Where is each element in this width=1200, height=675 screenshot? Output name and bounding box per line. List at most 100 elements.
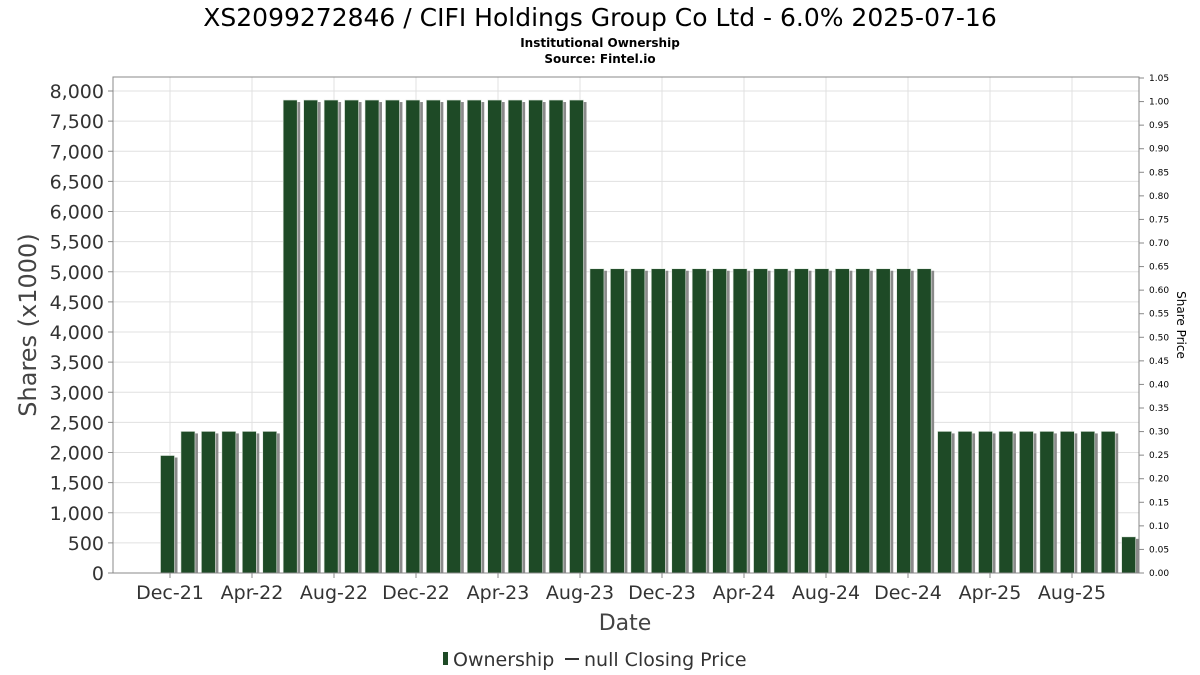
x-axis: Dec-21 Apr-22 Aug-22 Dec-22 Apr-23 Aug-23 Dec-…: [136, 573, 1106, 604]
y2-tick-label: 0.10: [1149, 522, 1169, 532]
ownership-bar: [344, 99, 359, 574]
ownership-bar: [323, 99, 339, 574]
y-axis-left: 0 500 1,000 1,500 2,000 2,500 3,000 3,500 4,000 4…: [50, 81, 113, 585]
x-tick-label: Apr-22: [221, 582, 284, 604]
ownership-bar: [794, 268, 809, 574]
ownership-bar: [385, 99, 400, 574]
ownership-bar: [589, 268, 605, 574]
legend-ownership-swatch: [443, 652, 448, 665]
y-tick-label: 8,000: [50, 81, 104, 103]
chart-title: XS2099272846 / CIFI Holdings Group Co Lt…: [203, 3, 996, 32]
ownership-bar: [569, 99, 584, 574]
y-tick-label: 6,000: [50, 202, 104, 224]
y-tick-label: 3,500: [50, 352, 104, 374]
ownership-bar: [507, 99, 523, 574]
ownership-bar: [712, 268, 727, 574]
y-axis-right: 0.00 0.05 0.10 0.15 0.20 0.25 0.30 0.35 0.40 0.45…: [1139, 74, 1169, 579]
ownership-bar: [1121, 536, 1136, 574]
ownership-bar: [426, 99, 441, 574]
y2-tick-label: 0.80: [1149, 192, 1169, 202]
y-tick-label: 1,000: [50, 503, 104, 525]
ownership-bar: [753, 268, 768, 574]
ownership-bar: [691, 268, 707, 574]
y2-tick-label: 0.55: [1149, 310, 1169, 320]
y-tick-label: 5,000: [50, 262, 104, 284]
y-tick-label: 1,500: [50, 473, 104, 495]
ownership-bar: [814, 268, 830, 574]
chart-subtitle-source: Source: Fintel.io: [544, 52, 655, 66]
ownership-bar: [671, 268, 687, 574]
chart-subtitle-ownership: Institutional Ownership: [520, 36, 680, 50]
ownership-bar: [364, 99, 380, 574]
ownership-bar: [978, 431, 993, 574]
bars: [160, 99, 1139, 574]
ownership-bar: [221, 431, 237, 574]
x-axis-label: Date: [599, 611, 652, 636]
y-tick-label: 4,500: [50, 292, 104, 314]
y2-tick-label: 0.05: [1149, 545, 1169, 555]
y2-tick-label: 1.05: [1149, 74, 1169, 84]
x-tick-label: Dec-23: [628, 582, 696, 604]
y-tick-label: 7,500: [50, 111, 104, 133]
x-tick-label: Dec-22: [382, 582, 450, 604]
x-tick-label: Aug-24: [792, 582, 860, 604]
x-tick-label: Dec-24: [874, 582, 942, 604]
y-tick-label: 2,000: [50, 443, 104, 465]
ownership-bar: [1080, 431, 1096, 574]
x-tick-label: Dec-21: [136, 582, 204, 604]
y2-tick-label: 0.85: [1149, 168, 1169, 178]
y-tick-label: 5,500: [50, 232, 104, 254]
y2-tick-label: 0.35: [1149, 404, 1169, 414]
y2-tick-label: 0.20: [1149, 475, 1169, 485]
y2-tick-label: 0.60: [1149, 286, 1169, 296]
plot-frame: [112, 76, 1140, 574]
ownership-bar: [998, 431, 1014, 574]
y2-tick-label: 0.95: [1149, 121, 1169, 131]
ownership-bar: [487, 99, 503, 574]
x-tick-label: Apr-23: [467, 582, 530, 604]
ownership-bar: [1039, 431, 1055, 574]
x-tick-label: Aug-23: [546, 582, 614, 604]
ownership-bar: [957, 431, 973, 574]
y2-tick-label: 0.75: [1149, 215, 1169, 225]
y2-tick-label: 0.40: [1149, 380, 1169, 390]
x-tick-label: Apr-25: [959, 582, 1022, 604]
ownership-bar: [446, 99, 462, 574]
ownership-bar: [937, 431, 952, 574]
y-tick-label: 7,000: [50, 141, 104, 163]
legend-ownership-label: Ownership: [453, 649, 554, 671]
y2-tick-label: 0.70: [1149, 239, 1169, 249]
y2-tick-label: 0.45: [1149, 357, 1169, 367]
ownership-bar: [732, 268, 748, 574]
ownership-bar: [242, 431, 257, 574]
ownership-bar: [405, 99, 421, 574]
y-tick-label: 3,000: [50, 382, 104, 404]
y-tick-label: 500: [68, 533, 104, 555]
ownership-bar: [262, 431, 278, 574]
ownership-bar: [548, 99, 564, 574]
y2-tick-label: 0.65: [1149, 263, 1169, 273]
ownership-bar: [610, 268, 625, 574]
y-tick-label: 4,000: [50, 322, 104, 344]
ownership-bar: [466, 99, 482, 574]
y2-axis-label: Share Price: [1174, 291, 1188, 359]
ownership-bar: [916, 268, 932, 574]
y-tick-label: 0: [92, 563, 104, 585]
x-tick-label: Aug-25: [1038, 582, 1106, 604]
ownership-bar: [835, 268, 850, 574]
y2-tick-label: 0.25: [1149, 451, 1169, 461]
legend-price-label: null Closing Price: [584, 649, 747, 671]
ownership-bar: [773, 268, 789, 574]
y2-tick-label: 1.00: [1149, 98, 1169, 108]
y2-tick-label: 0.50: [1149, 333, 1169, 343]
x-tick-label: Aug-22: [300, 582, 368, 604]
ownership-bar: [528, 99, 543, 574]
y-axis-label: Shares (x1000): [14, 233, 42, 416]
y-tick-label: 6,500: [50, 171, 104, 193]
ownership-bar: [303, 99, 318, 574]
x-tick-label: Apr-24: [713, 582, 776, 604]
ownership-bar: [1019, 431, 1034, 574]
ownership-bar: [1100, 431, 1116, 574]
y2-tick-label: 0.30: [1149, 428, 1169, 438]
